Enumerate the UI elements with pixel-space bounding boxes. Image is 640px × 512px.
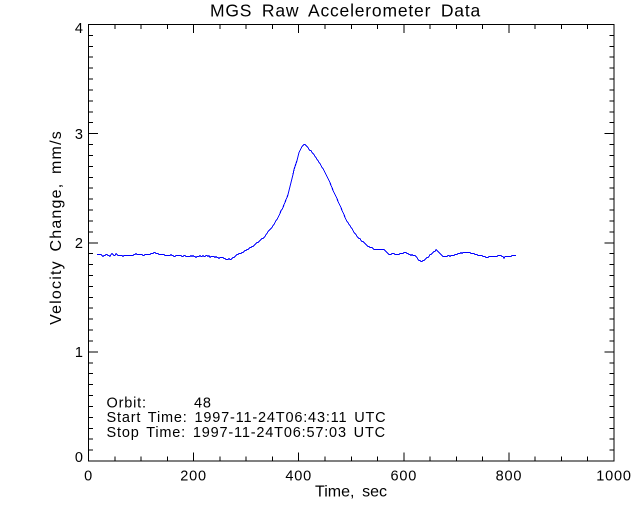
svg-text:Orbit:: Orbit: xyxy=(107,395,147,411)
svg-text:0: 0 xyxy=(84,469,93,485)
svg-text:0: 0 xyxy=(75,450,83,466)
svg-text:600: 600 xyxy=(391,469,418,485)
svg-text:Stop Time: 1997-11-24T06:57:03: Stop Time: 1997-11-24T06:57:03 UTC xyxy=(107,425,386,441)
svg-text:200: 200 xyxy=(180,469,207,485)
svg-text:MGS Raw Accelerometer Data: MGS Raw Accelerometer Data xyxy=(210,1,481,21)
svg-text:4: 4 xyxy=(75,21,83,37)
svg-text:800: 800 xyxy=(496,469,523,485)
svg-text:48: 48 xyxy=(194,395,212,411)
svg-text:1: 1 xyxy=(75,345,83,361)
svg-text:400: 400 xyxy=(285,469,312,485)
svg-text:Velocity Change, mm/s: Velocity Change, mm/s xyxy=(48,130,65,325)
svg-text:2: 2 xyxy=(75,236,83,252)
svg-text:3: 3 xyxy=(75,127,83,143)
svg-text:Time, sec: Time, sec xyxy=(315,484,387,501)
svg-text:1000: 1000 xyxy=(596,469,631,485)
svg-text:Start Time: 1997-11-24T06:43:1: Start Time: 1997-11-24T06:43:11 UTC xyxy=(107,410,387,426)
